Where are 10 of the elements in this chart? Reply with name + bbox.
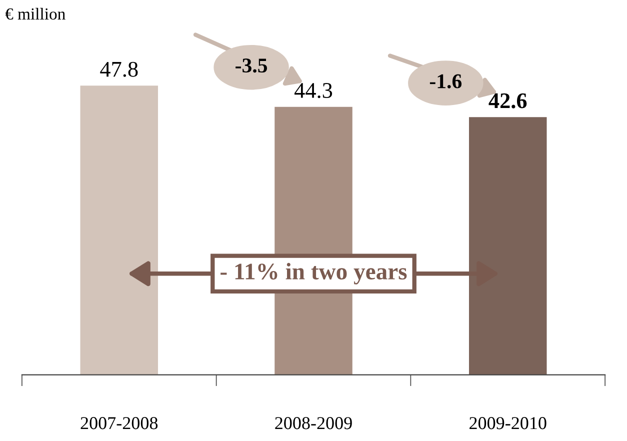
x-tick-label: 2008-2009: [275, 417, 352, 430]
data-label: 42.6: [488, 93, 527, 108]
annotation: -1.6: [430, 74, 462, 88]
x-tick-label: 2009-2010: [470, 417, 546, 430]
data-label: 47.8: [100, 62, 138, 77]
text: -3.5: [236, 58, 268, 73]
annotation: - 11% in two years: [220, 262, 407, 284]
text: € million: [5, 8, 66, 20]
x-tick-label: 2007-2008: [80, 417, 158, 430]
data-label: 44.3: [294, 83, 332, 98]
